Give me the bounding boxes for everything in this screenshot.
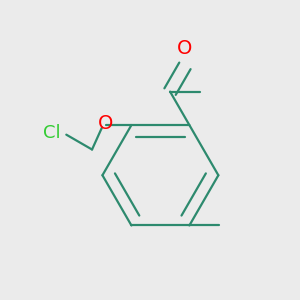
Text: O: O xyxy=(177,39,193,58)
Text: Cl: Cl xyxy=(43,124,60,142)
Text: O: O xyxy=(98,114,113,133)
